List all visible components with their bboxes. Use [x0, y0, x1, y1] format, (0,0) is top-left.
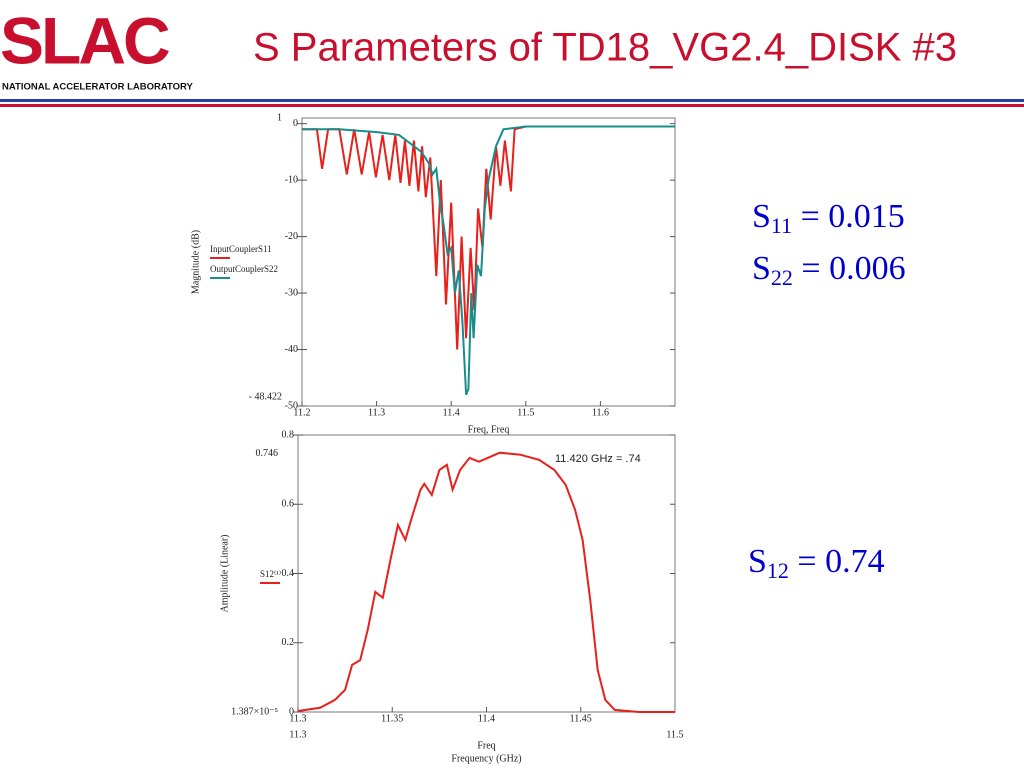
legend-label: S12⁽¹⁾ [260, 569, 281, 579]
x-tick-label: 11.3 [289, 713, 306, 724]
annotation: 11.420 GHz = .74 [555, 453, 641, 465]
param: S12 = 0.74 [748, 543, 885, 584]
y-tick-label: 0 [293, 118, 298, 129]
y-tick-label: -50 [285, 400, 298, 411]
logo: SLAC [0, 3, 169, 77]
legend-label: InputCouplerS11 [210, 244, 272, 254]
data-line [297, 451, 675, 713]
y-tick-label: 0.6 [282, 499, 295, 510]
x-tick-label: 11.45 [570, 713, 592, 724]
y-marker-label: - 48.422 [249, 391, 282, 402]
param-symbol: S [752, 250, 771, 287]
x-tick-label: 11.6 [592, 407, 609, 418]
slide-title: S Parameters of TD18_VG2.4_DISK #3 [253, 26, 957, 70]
y-tick-label: -40 [285, 344, 298, 355]
y-tick-label: 0 [289, 706, 294, 717]
x-tick-label-secondary: 11.5 [666, 729, 683, 740]
y-tick-label: 0.8 [282, 429, 295, 440]
y-marker-label: 0.746 [256, 448, 279, 459]
x-tick-label: 11.4 [478, 713, 495, 724]
y-axis-label: Amplitude (Linear) [219, 534, 230, 612]
param-value: = 0.006 [801, 250, 906, 287]
x-tick-label-secondary: 11.3 [289, 729, 306, 740]
param-subscript: 11 [770, 213, 793, 238]
plot-frame [301, 117, 676, 407]
rule-red [0, 104, 1024, 107]
y-tick-label: 0.2 [282, 637, 295, 648]
data-line [302, 125, 675, 396]
x-tick-label: 11.2 [293, 407, 310, 418]
plot-frame [297, 434, 676, 713]
param-symbol: S [752, 198, 771, 235]
y-marker-label: 1 [277, 112, 282, 123]
y-marker-label: 1.387×10⁻⁵ [231, 706, 278, 717]
param-value: = 0.74 [797, 543, 885, 580]
x-axis-label: Freq [477, 740, 495, 751]
y-tick-label: -10 [285, 174, 298, 185]
y-tick-label: -30 [285, 287, 298, 298]
y-tick-label: 0.4 [282, 568, 295, 579]
x-axis-label: Freq, Freq [468, 424, 510, 435]
x-tick-label: 11.35 [381, 713, 403, 724]
rule-blue [0, 99, 1024, 102]
x-tick-label: 11.4 [443, 407, 460, 418]
x-tick-label: 11.5 [517, 407, 534, 418]
param: S11 = 0.015 [752, 198, 905, 239]
data-line [302, 125, 675, 350]
logo-subtitle: NATIONAL ACCELERATOR LABORATORY [2, 82, 194, 93]
y-tick-label: -20 [285, 231, 298, 242]
param-subscript: 12 [766, 558, 789, 583]
x-tick-label: 11.3 [368, 407, 385, 418]
y-axis-label: Magnitude (dB) [190, 230, 201, 294]
param-subscript: 22 [770, 265, 793, 290]
param-symbol: S [748, 543, 767, 580]
legend-label: OutputCouplerS22 [210, 264, 278, 274]
param-value: = 0.015 [800, 198, 905, 235]
x-axis-caption: Frequency (GHz) [451, 753, 521, 764]
param: S22 = 0.006 [752, 250, 906, 291]
